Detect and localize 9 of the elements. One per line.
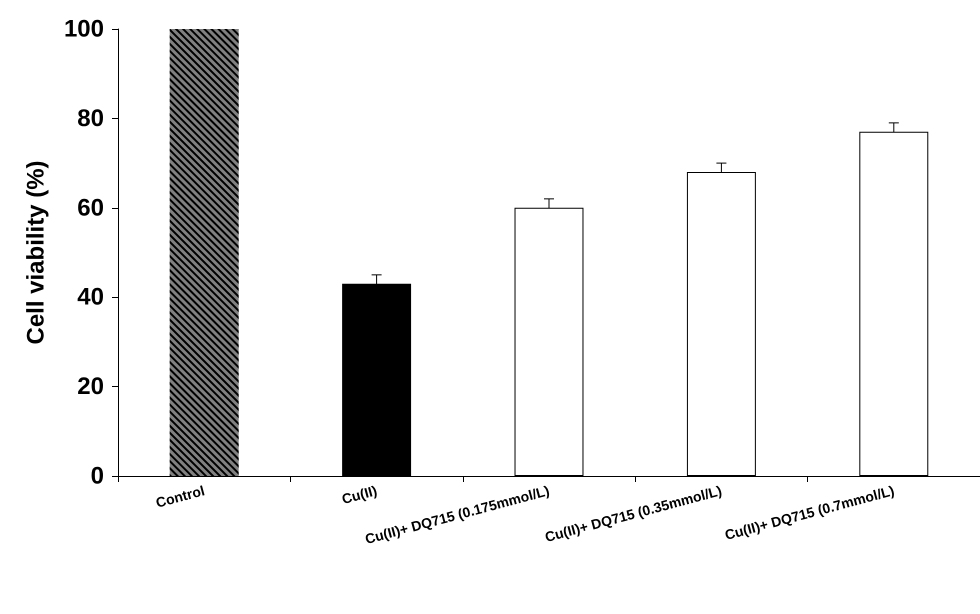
x-tick-label: Control: [154, 482, 206, 511]
y-tick-label: 80: [77, 104, 104, 132]
x-tick-label: Cu(II): [340, 482, 379, 507]
y-tick-label: 40: [77, 284, 104, 311]
y-tick-label: 20: [77, 373, 104, 400]
y-axis-title: Cell viability (%): [22, 160, 50, 345]
y-tick-label: 60: [77, 194, 104, 222]
y-tick-label: 100: [64, 16, 104, 42]
y-tick-label: 0: [90, 462, 104, 490]
